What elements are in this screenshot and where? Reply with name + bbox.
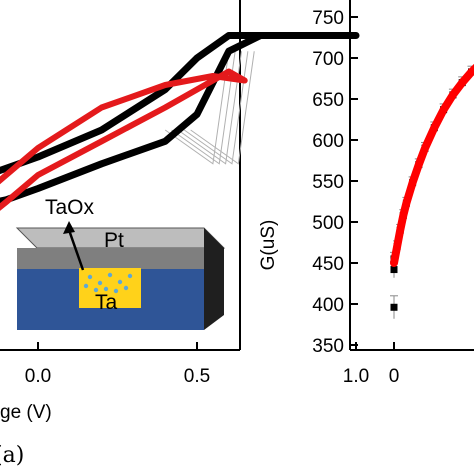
gray-cycle-trace bbox=[190, 51, 255, 165]
ta-label: Ta bbox=[95, 291, 118, 314]
gray-cycle-trace bbox=[177, 51, 243, 165]
right-y-axis-label: G(uS) bbox=[258, 220, 279, 271]
vacancy-dot bbox=[93, 287, 99, 293]
pt-label: Pt bbox=[104, 229, 124, 252]
right-y-tick-label: 400 bbox=[312, 295, 344, 316]
left-x-tick-label: 0.0 bbox=[25, 366, 51, 387]
vacancy-dot bbox=[117, 279, 123, 285]
vacancy-dot bbox=[107, 272, 113, 278]
gray-cycle-trace bbox=[183, 51, 249, 165]
vacancy-dot bbox=[123, 285, 129, 291]
right-x-ticks: 0 bbox=[389, 342, 400, 387]
data-point bbox=[390, 266, 398, 274]
right-y-tick-label: 750 bbox=[312, 8, 344, 29]
right-y-tick-label: 500 bbox=[312, 213, 344, 234]
right-plot-area bbox=[390, 63, 474, 319]
device-side-face bbox=[204, 228, 224, 330]
vacancy-dot bbox=[87, 274, 93, 280]
gray-cycle-trace bbox=[164, 51, 230, 165]
right-panel-conductance: 350 400 450 500 550 600 650 700 750 0 G(uS) bbox=[258, 0, 474, 387]
left-x-axis-label: ge (V) bbox=[0, 402, 52, 423]
right-y-tick-label: 550 bbox=[312, 172, 344, 193]
pt-layer bbox=[17, 248, 204, 269]
right-y-tick-label: 450 bbox=[312, 254, 344, 275]
left-x-tick-label: 0.5 bbox=[184, 366, 210, 387]
vacancy-dot bbox=[103, 286, 109, 292]
right-y-tick-label: 350 bbox=[312, 336, 344, 357]
right-y-ticks: 350 400 450 500 550 600 650 700 750 bbox=[312, 8, 358, 357]
vacancy-dot bbox=[113, 288, 119, 294]
gray-cycle-trace bbox=[171, 51, 236, 165]
taox-arrow-head bbox=[63, 221, 75, 234]
taox-arrow-line bbox=[67, 229, 85, 271]
right-x-tick-label: 0 bbox=[389, 366, 400, 387]
iv-red-curve bbox=[0, 68, 248, 211]
oxygen-vacancy-dots bbox=[83, 272, 133, 294]
right-y-tick-label: 600 bbox=[312, 131, 344, 152]
taox-label: TaOx bbox=[45, 196, 95, 219]
vacancy-dot bbox=[83, 283, 89, 289]
fit-curve bbox=[390, 63, 474, 267]
data-point bbox=[390, 303, 398, 311]
left-x-tick-label: 1.0 bbox=[343, 366, 369, 387]
right-y-tick-label: 650 bbox=[312, 90, 344, 111]
panel-label-a: (a) bbox=[0, 443, 24, 468]
vacancy-dot bbox=[127, 273, 133, 279]
left-panel-iv-curve: 0.0 0.5 1.0 ge (V) (a) Pt Ta TaOx bbox=[0, 0, 369, 468]
vacancy-dot bbox=[97, 280, 103, 286]
device-inset: Pt Ta TaOx bbox=[15, 196, 226, 330]
left-x-ticks: 0.0 0.5 1.0 bbox=[25, 342, 369, 387]
left-plot-area bbox=[0, 32, 360, 211]
right-y-tick-label: 700 bbox=[312, 49, 344, 70]
